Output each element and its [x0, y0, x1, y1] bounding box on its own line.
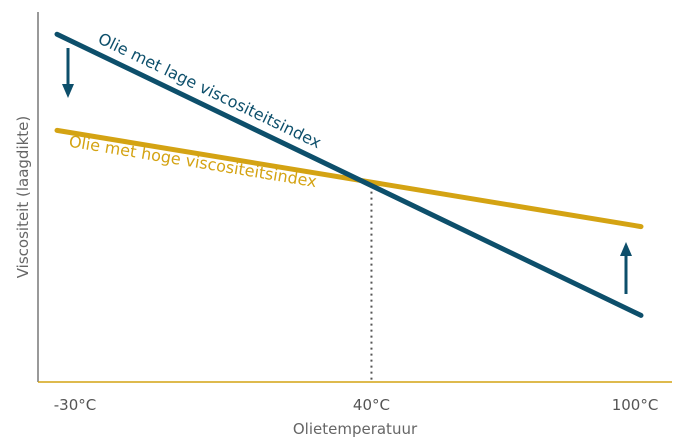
arrow-layer	[62, 48, 632, 294]
x-tick-label: 40°C	[353, 396, 390, 414]
series-line-low-vi	[54, 31, 644, 318]
axes	[37, 12, 672, 383]
series-line-high-vi	[54, 127, 644, 230]
x-axis-title: Olietemperatuur	[293, 420, 418, 438]
x-tick-label: 100°C	[612, 396, 659, 414]
series-label-low-vi: Olie met lage viscositeitsindex	[95, 29, 324, 152]
tick-layer: -30°C 40°C 100°C	[54, 396, 659, 414]
arrow-down-icon	[62, 48, 74, 98]
y-axis-title: Viscositeit (laagdikte)	[14, 116, 32, 279]
x-tick-label: -30°C	[54, 396, 96, 414]
arrow-up-icon	[620, 242, 632, 294]
series-layer	[54, 31, 644, 318]
